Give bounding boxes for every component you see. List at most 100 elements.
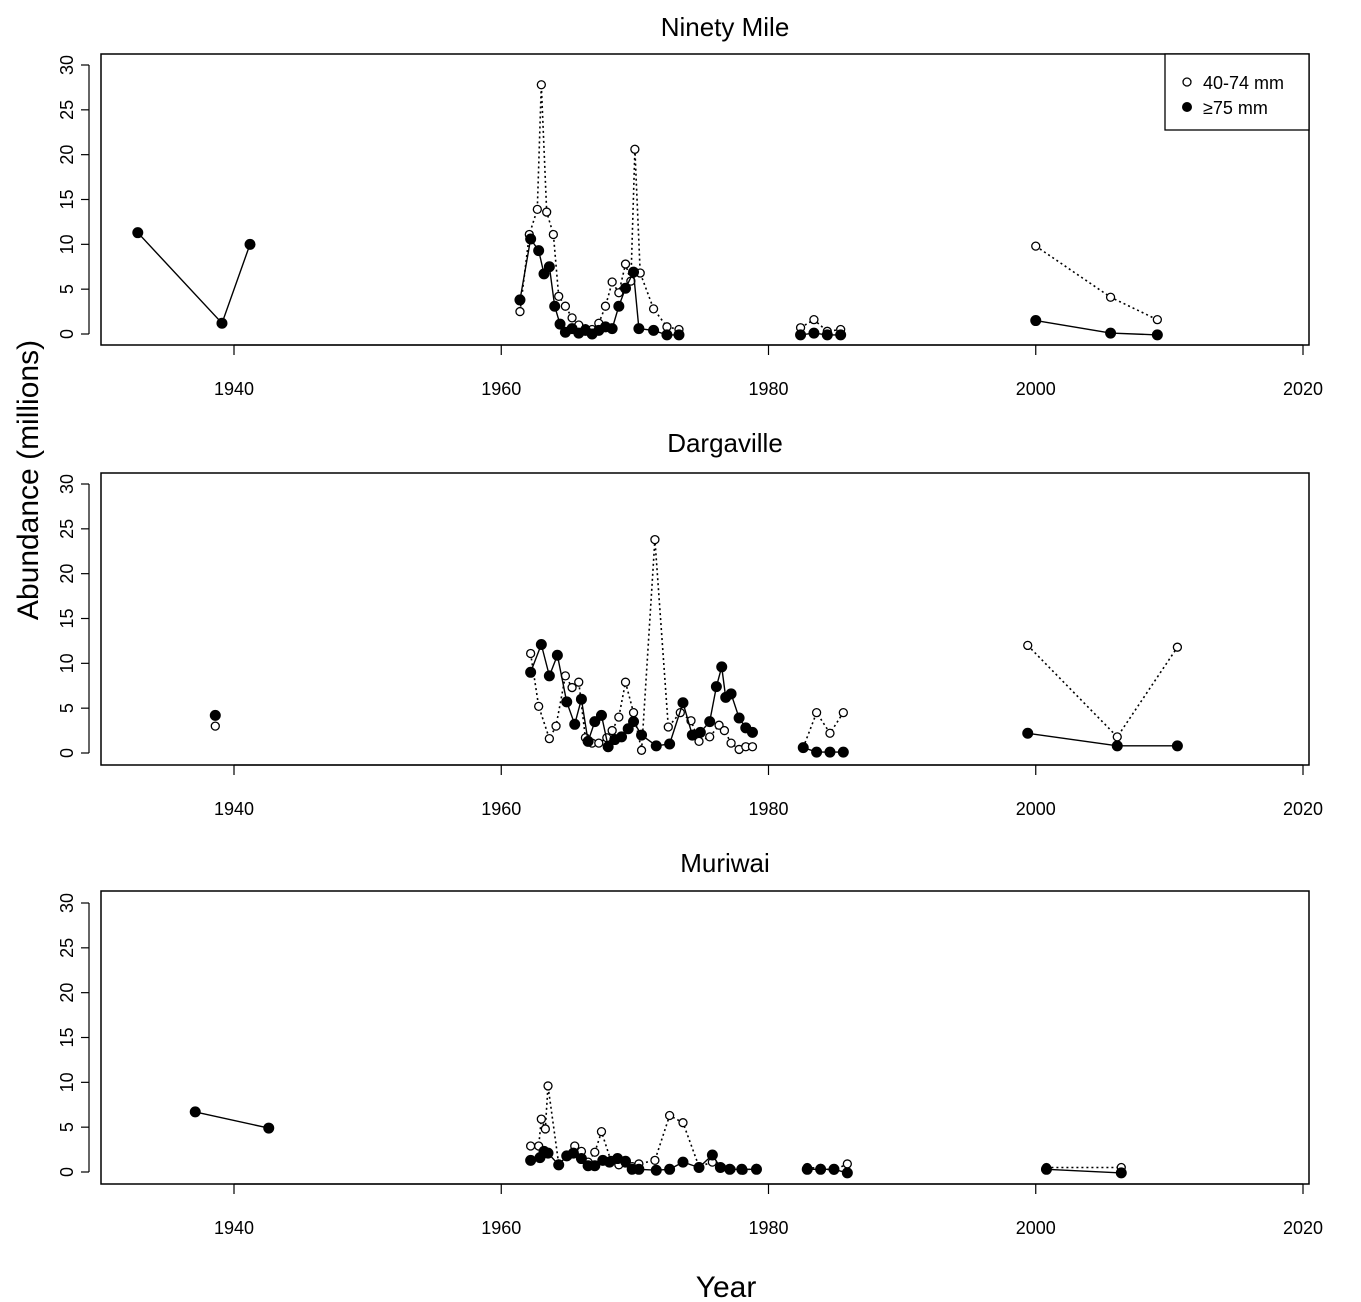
data-point-open: [551, 721, 561, 731]
data-point-filled: [595, 709, 607, 721]
series-line: [800, 318, 841, 333]
series-line: [807, 1168, 848, 1174]
data-point-filled: [811, 746, 823, 758]
panel-ninety-mile: Ninety Mile 1940 1960 1980 2000 2020 0 5 10 15 20 2…: [57, 12, 1323, 399]
series-filled: [132, 227, 1163, 341]
y-tick-label: 25: [57, 519, 77, 539]
data-point-open: [574, 677, 584, 687]
data-point-filled: [553, 1159, 565, 1171]
data-point-filled: [525, 233, 537, 245]
data-point-open: [620, 259, 631, 269]
data-point-filled: [724, 1163, 736, 1175]
data-point-filled: [693, 1162, 705, 1174]
data-point-filled: [714, 1162, 726, 1174]
x-axis: 1940 1960 1980 2000 2020: [214, 1183, 1323, 1238]
data-point-open: [842, 1159, 852, 1169]
data-point-open: [594, 738, 604, 748]
data-point-filled: [650, 1164, 662, 1176]
y-tick-label: 20: [57, 983, 77, 1003]
data-point-filled: [1151, 329, 1163, 341]
data-point-filled: [1030, 315, 1042, 327]
data-point-filled: [561, 696, 573, 708]
data-point-filled: [824, 746, 836, 758]
y-tick-label: 20: [57, 564, 77, 584]
y-tick-label: 15: [57, 189, 77, 209]
y-axis-label: Abundance (millions): [12, 340, 45, 620]
data-point-filled: [533, 245, 545, 257]
x-tick-label: 1980: [748, 379, 788, 399]
data-point-filled: [661, 329, 673, 341]
x-tick-label: 2000: [1016, 379, 1056, 399]
x-tick-label: 1960: [481, 799, 521, 819]
data-point-filled: [549, 300, 561, 312]
data-point-open: [548, 229, 559, 240]
data-point-open: [543, 1081, 553, 1091]
series-line: [1035, 319, 1158, 336]
y-tick-label: 25: [57, 100, 77, 120]
data-point-open: [630, 144, 640, 154]
data-point-filled: [628, 266, 640, 278]
data-point-open: [607, 277, 617, 287]
series-line: [529, 539, 753, 751]
data-point-filled: [750, 1163, 762, 1175]
x-axis: 1940 1960 1980 2000 2020: [214, 764, 1323, 819]
panel-dargaville: Dargaville 1940 1960 1980 2000 2020 0 5 10 15 20 25…: [57, 428, 1323, 819]
data-point-open: [1112, 732, 1122, 742]
data-point-open: [596, 1127, 607, 1137]
data-point-filled: [664, 738, 676, 750]
data-point-open: [536, 80, 546, 90]
data-point-open: [620, 677, 631, 687]
data-point-filled: [746, 726, 758, 738]
data-point-filled: [514, 294, 526, 306]
x-tick-label: 2020: [1283, 1218, 1323, 1238]
data-point-open: [525, 1141, 536, 1151]
data-point-filled: [694, 726, 706, 738]
y-tick-label: 30: [57, 893, 77, 913]
data-point-open: [544, 734, 555, 744]
panel-muriwai: Muriwai 1940 1960 1980 2000 2020 0 5 10 15 20 25 30: [57, 848, 1323, 1238]
data-point-open: [607, 725, 617, 736]
data-point-filled: [808, 327, 820, 339]
data-point-filled: [542, 1147, 554, 1159]
data-point-open: [628, 708, 639, 718]
y-tick-label: 0: [57, 1167, 77, 1177]
x-tick-label: 1940: [214, 799, 254, 819]
series-line: [800, 332, 841, 336]
plot-frame: [100, 53, 1310, 346]
x-tick-label: 2000: [1016, 799, 1056, 819]
data-point-filled: [209, 709, 221, 721]
data-point-filled: [733, 712, 745, 724]
data-point-open: [714, 720, 724, 730]
panel-title: Muriwai: [680, 848, 770, 878]
data-point-filled: [535, 639, 547, 651]
data-point-filled: [189, 1106, 201, 1118]
data-point-open: [540, 1124, 550, 1134]
data-point-filled: [664, 1163, 676, 1175]
data-point-filled: [567, 1147, 579, 1159]
data-point-filled: [633, 1163, 645, 1175]
y-tick-label: 0: [57, 329, 77, 339]
data-point-filled: [704, 716, 716, 728]
data-point-open: [747, 742, 758, 752]
data-point-filled: [582, 735, 594, 747]
data-point-open: [600, 301, 611, 311]
x-tick-label: 1940: [214, 1218, 254, 1238]
series-filled: [209, 639, 1183, 758]
data-point-open: [532, 204, 542, 215]
x-axis: 1940 1960 1980 2000 2020: [214, 344, 1323, 399]
y-tick-label: 10: [57, 653, 77, 673]
data-point-open: [560, 301, 571, 311]
data-point-filled: [795, 329, 807, 341]
legend-open-label: 40-74 mm: [1203, 73, 1284, 93]
data-point-filled: [620, 282, 632, 294]
data-point-filled: [1111, 740, 1123, 752]
data-point-filled: [636, 729, 648, 741]
data-point-filled: [828, 1163, 840, 1175]
data-point-filled: [821, 329, 833, 341]
y-axis: 0 5 10 15 20 25 30: [57, 474, 90, 758]
data-point-open: [663, 722, 673, 732]
y-tick-label: 15: [57, 608, 77, 628]
data-point-open: [811, 708, 822, 718]
data-point-filled: [263, 1122, 275, 1134]
